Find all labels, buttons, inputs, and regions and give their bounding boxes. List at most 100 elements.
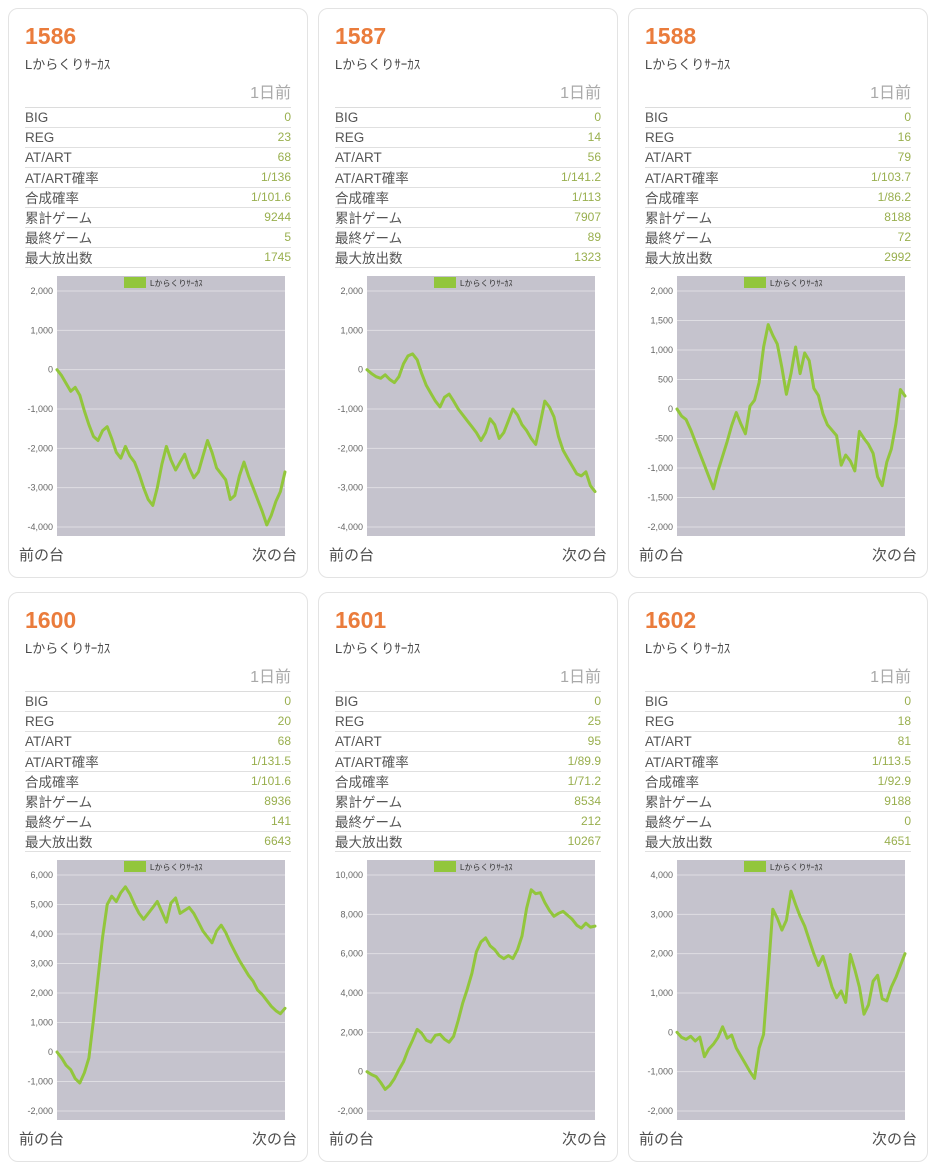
y-axis-tick: -1,000	[27, 1076, 53, 1086]
stat-label: REG	[645, 713, 675, 729]
machine-number[interactable]: 1586	[25, 23, 77, 49]
chart-container: 2,000 1,000 0 -1,000 -2,000 -3,000 -4,000 Lからくり…	[25, 275, 291, 536]
stat-row: 累計ゲーム 8936	[25, 792, 291, 812]
y-axis-tick: 3,000	[30, 958, 53, 968]
next-machine-link[interactable]: 次の台	[561, 1131, 607, 1148]
plot-area	[677, 859, 905, 1120]
stat-label: 最大放出数	[25, 835, 93, 851]
stat-value: 1745	[264, 250, 291, 265]
stat-row: AT/ART確率 1/136	[25, 168, 291, 188]
legend-swatch	[434, 276, 456, 288]
chart-container: 10,000 8,000 6,000 4,000 2,000 0 -2,000 Lからくりｻｰ…	[335, 859, 601, 1120]
y-axis-tick: 2,000	[340, 1027, 363, 1037]
y-axis-tick: -3,000	[337, 482, 363, 492]
stats-table: BIG 0 REG 25 AT/ART 95 AT/ART確率 1/89.9 合成確率 1/71.…	[335, 692, 601, 852]
stat-row: BIG 0	[335, 692, 601, 712]
stat-row: AT/ART確率 1/141.2	[335, 168, 601, 188]
y-axis-tick: -1,000	[647, 1066, 673, 1076]
y-axis-tick: 2,000	[650, 948, 673, 958]
stat-label: BIG	[25, 693, 49, 709]
stat-value: 0	[284, 110, 291, 125]
stat-label: AT/ART確率	[335, 755, 409, 771]
time-label: 1日前	[870, 84, 911, 102]
legend-label: Lからくりｻｰｶｽ	[770, 279, 822, 288]
slump-graph: 10,000 8,000 6,000 4,000 2,000 0 -2,000 Lからくりｻｰ…	[335, 859, 597, 1120]
stat-label: 最大放出数	[25, 251, 93, 267]
stat-row: 最終ゲーム 5	[25, 228, 291, 248]
y-axis-tick: 1,000	[650, 988, 673, 998]
slump-line	[675, 889, 907, 1080]
y-axis-tick: -4,000	[27, 522, 53, 532]
stat-value: 0	[594, 110, 601, 125]
stat-row: 最終ゲーム 212	[335, 812, 601, 832]
stat-row: 合成確率 1/86.2	[645, 188, 911, 208]
stat-row: REG 18	[645, 712, 911, 732]
prev-machine-link[interactable]: 前の台	[19, 1131, 65, 1148]
y-axis-tick: -3,000	[27, 482, 53, 492]
stat-row: AT/ART 56	[335, 148, 601, 168]
stat-value: 0	[284, 694, 291, 709]
prev-machine-link[interactable]: 前の台	[329, 547, 375, 564]
stat-label: 累計ゲーム	[645, 211, 713, 227]
legend-swatch	[124, 276, 146, 288]
stat-value: 1/113	[571, 190, 601, 205]
slump-graph: 4,000 3,000 2,000 1,000 0 -1,000 -2,000 Lからくりｻｰ…	[647, 859, 907, 1120]
stats-table: BIG 0 REG 20 AT/ART 68 AT/ART確率 1/131.5 合成確率 1/10…	[25, 692, 291, 852]
machine-number[interactable]: 1601	[335, 607, 387, 633]
next-machine-link[interactable]: 次の台	[251, 1131, 297, 1148]
y-axis-tick: -2,000	[647, 1106, 673, 1116]
stat-label: BIG	[645, 693, 669, 709]
legend-label: Lからくりｻｰｶｽ	[460, 279, 512, 288]
stat-label: AT/ART	[645, 149, 692, 165]
y-axis-tick: 1,000	[650, 345, 673, 355]
chart-container: 2,000 1,500 1,000 500 0 -500 -1,000 -1,500 -2,00…	[645, 275, 911, 536]
machine-number[interactable]: 1602	[645, 607, 697, 633]
stat-label: BIG	[25, 109, 49, 125]
next-machine-link[interactable]: 次の台	[251, 547, 297, 564]
y-axis-tick: 500	[658, 374, 673, 384]
machine-number[interactable]: 1588	[645, 23, 697, 49]
y-axis-tick: 0	[358, 1066, 363, 1076]
y-axis-tick: 2,000	[340, 286, 363, 296]
y-axis-tick: 0	[48, 364, 53, 374]
y-axis-tick: 4,000	[30, 929, 53, 939]
legend-label: Lからくりｻｰｶｽ	[770, 863, 822, 872]
legend-swatch	[744, 276, 766, 288]
legend-label: Lからくりｻｰｶｽ	[460, 863, 512, 872]
stat-value: 81	[897, 734, 911, 749]
machine-name: Lからくりｻｰｶｽ	[335, 56, 421, 72]
slump-graph: 6,000 5,000 4,000 3,000 2,000 1,000 0 -1,000 -2,…	[27, 859, 287, 1120]
stat-value: 14	[587, 130, 601, 145]
y-axis-tick: 8,000	[340, 909, 363, 919]
stat-value: 0	[904, 110, 911, 125]
stat-label: AT/ART確率	[25, 755, 99, 771]
slump-graph: 2,000 1,500 1,000 500 0 -500 -1,000 -1,500 -2,00…	[647, 275, 907, 536]
machine-number[interactable]: 1587	[335, 23, 387, 49]
stat-value: 18	[897, 714, 911, 729]
plot-area	[367, 859, 595, 1120]
y-axis-tick: -1,000	[647, 463, 673, 473]
stat-label: AT/ART	[335, 733, 382, 749]
stat-label: 最大放出数	[335, 835, 403, 851]
slump-graph: 2,000 1,000 0 -1,000 -2,000 -3,000 -4,000 Lからくり…	[337, 275, 597, 536]
prev-machine-link[interactable]: 前の台	[19, 547, 65, 564]
prev-machine-link[interactable]: 前の台	[639, 1131, 685, 1148]
stat-value: 1/113.5	[871, 754, 911, 769]
prev-machine-link[interactable]: 前の台	[329, 1131, 375, 1148]
stat-row: 累計ゲーム 7907	[335, 208, 601, 228]
stat-value: 20	[277, 714, 291, 729]
next-machine-link[interactable]: 次の台	[871, 547, 917, 564]
machine-number[interactable]: 1600	[25, 607, 77, 633]
stat-label: 合成確率	[645, 191, 699, 207]
prev-machine-link[interactable]: 前の台	[639, 547, 685, 564]
chart-container: 4,000 3,000 2,000 1,000 0 -1,000 -2,000 Lからくりｻｰ…	[645, 859, 911, 1120]
y-axis-tick: 4,000	[340, 988, 363, 998]
next-machine-link[interactable]: 次の台	[561, 547, 607, 564]
stat-row: AT/ART確率 1/89.9	[335, 752, 601, 772]
stat-value: 7907	[574, 210, 601, 225]
stat-row: REG 16	[645, 128, 911, 148]
next-machine-link[interactable]: 次の台	[871, 1131, 917, 1148]
stat-label: 最大放出数	[335, 251, 403, 267]
stat-label: AT/ART	[25, 149, 72, 165]
